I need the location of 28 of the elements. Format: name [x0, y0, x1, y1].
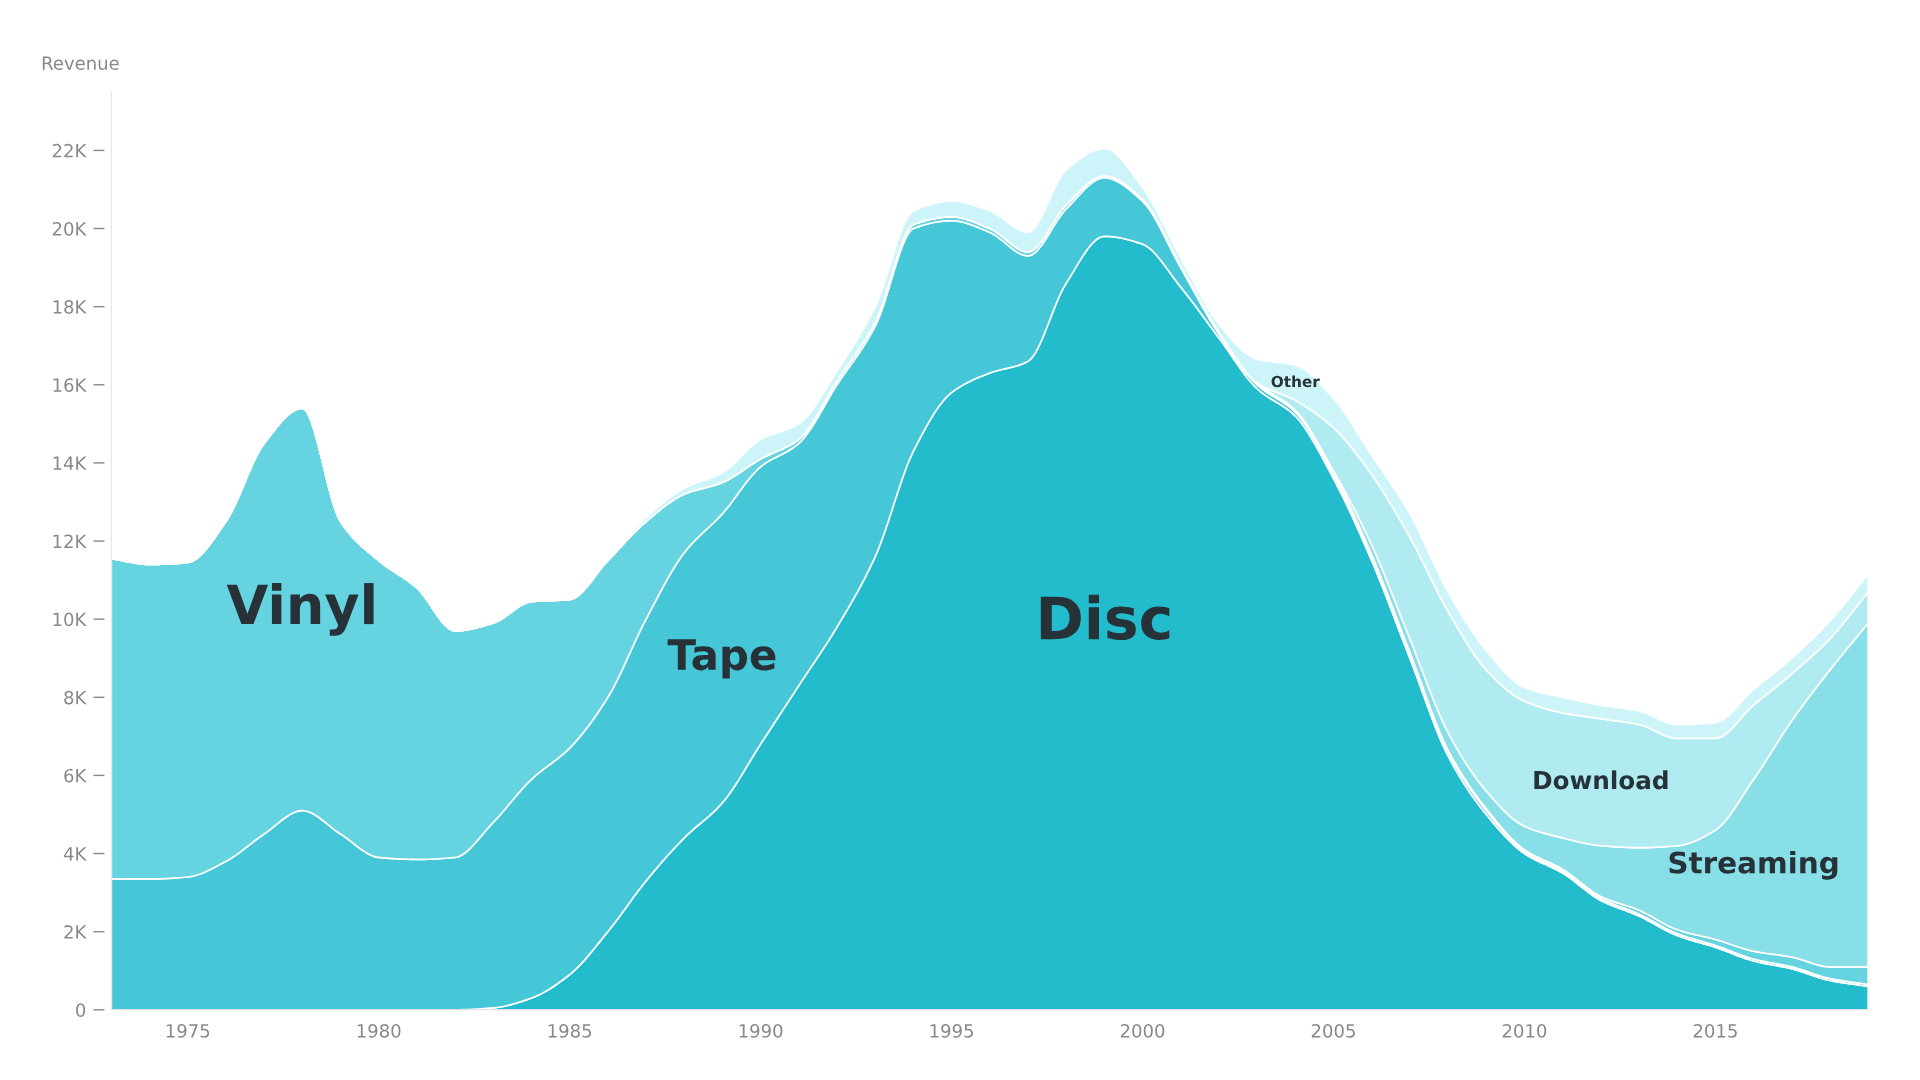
y-tick-label: 20K — [52, 221, 87, 236]
y-tick-label: 8K — [64, 690, 87, 705]
series-label: Download — [1534, 770, 1668, 790]
x-tick-label: 2010 — [1502, 1024, 1547, 1038]
x-tick-label: 2005 — [1311, 1024, 1355, 1038]
y-tick-label: 6K — [64, 768, 87, 783]
y-tick-label: 2K — [64, 925, 87, 939]
y-tick-label: 10K — [53, 612, 87, 627]
y-tick-label: 16K — [53, 378, 87, 392]
x-tick-label: 1995 — [930, 1024, 973, 1038]
x-tick-label: 1975 — [166, 1024, 210, 1038]
x-tick-label: 2015 — [1693, 1024, 1737, 1038]
y-tick-label: 4K — [63, 847, 87, 861]
x-tick-label: 1980 — [357, 1024, 401, 1038]
series-label: Disc — [1040, 594, 1170, 640]
x-tick-label: 1985 — [548, 1024, 592, 1038]
y-tick-label: 14K — [53, 456, 87, 470]
y-axis-title: Revenue — [42, 56, 119, 70]
series-label: Streaming — [1669, 850, 1838, 880]
y-tick-label: 18K — [53, 300, 87, 314]
series-label: Vinyl — [226, 583, 374, 636]
y-tick-label: 22K — [52, 143, 87, 158]
x-tick-label: 1990 — [739, 1024, 783, 1038]
y-tick-label: 0 — [76, 1003, 86, 1017]
x-tick-label: 2000 — [1120, 1024, 1165, 1038]
y-tick-label: 12K — [53, 534, 87, 548]
series-label: Other — [1271, 375, 1320, 388]
series-label: Tape — [667, 639, 776, 679]
